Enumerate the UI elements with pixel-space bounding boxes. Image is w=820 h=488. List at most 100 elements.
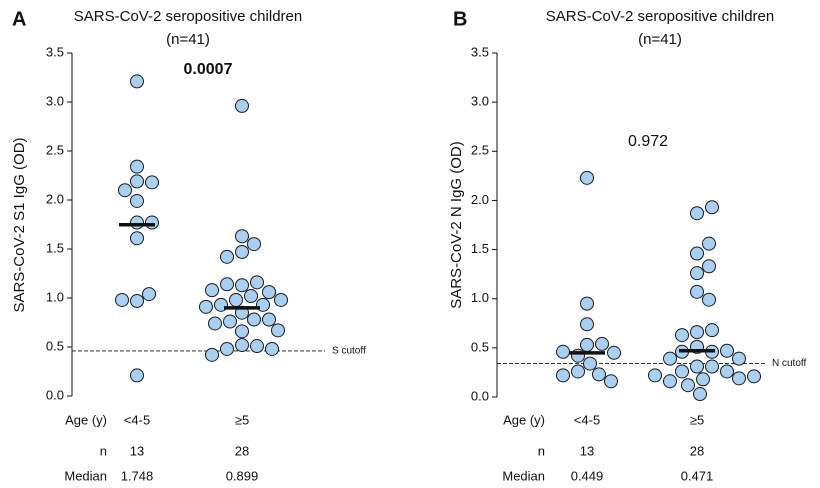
data-point — [130, 293, 144, 308]
data-point — [580, 337, 594, 352]
data-point — [592, 367, 606, 382]
data-point — [235, 338, 249, 353]
data-point — [130, 193, 144, 208]
data-point — [130, 159, 144, 174]
cutoff-label: N cutoff — [772, 358, 806, 369]
data-point — [205, 283, 219, 298]
y-tick-label: 2.5 — [46, 142, 64, 157]
data-point — [247, 312, 261, 327]
data-point — [690, 206, 704, 221]
n-value: 13 — [130, 443, 144, 458]
y-tick-label: 1.0 — [46, 289, 64, 304]
chart-subtitle: (n=41) — [638, 31, 682, 48]
data-point — [675, 328, 689, 343]
y-tick-label: 0.0 — [46, 387, 64, 402]
data-point — [235, 98, 249, 113]
cutoff-label: S cutoff — [332, 346, 366, 357]
data-point — [244, 289, 258, 304]
median-value: 0.471 — [681, 468, 714, 483]
data-point — [271, 323, 285, 338]
panel-letter: B — [453, 8, 467, 30]
data-point — [595, 336, 609, 351]
y-tick-label: 0.5 — [471, 339, 489, 354]
data-point — [607, 345, 621, 360]
data-point — [583, 356, 597, 371]
category-label: ≥5 — [235, 412, 249, 427]
category-label: <4-5 — [574, 412, 600, 427]
data-point — [648, 368, 662, 383]
chart-title: SARS-CoV-2 seropositive children — [74, 8, 302, 25]
data-point — [580, 170, 594, 185]
data-point — [205, 347, 219, 362]
p-value: 0.972 — [628, 133, 668, 150]
data-point — [130, 174, 144, 189]
y-tick-label: 3.5 — [471, 44, 489, 59]
data-point — [223, 314, 237, 329]
data-point — [235, 324, 249, 339]
data-point — [115, 292, 129, 307]
data-point — [556, 368, 570, 383]
n-value: 28 — [235, 443, 249, 458]
row-label: n — [100, 443, 107, 458]
category-label: ≥5 — [690, 412, 704, 427]
data-point — [247, 237, 261, 252]
data-point — [130, 215, 144, 230]
data-point — [130, 368, 144, 383]
row-label: Age (y) — [503, 412, 545, 427]
data-point — [675, 364, 689, 379]
data-point — [732, 371, 746, 386]
data-point — [747, 369, 761, 384]
p-value: 0.0007 — [184, 61, 233, 78]
n-value: 13 — [580, 443, 594, 458]
data-point — [702, 292, 716, 307]
row-label: Age (y) — [65, 412, 107, 427]
data-point — [690, 325, 704, 340]
data-point — [693, 387, 707, 402]
y-axis-label: SARS-CoV-2 N IgG (OD) — [448, 141, 465, 309]
data-point — [720, 364, 734, 379]
data-point — [145, 215, 159, 230]
data-point — [235, 244, 249, 259]
data-point — [229, 292, 243, 307]
data-point — [690, 246, 704, 261]
n-value: 28 — [690, 443, 704, 458]
category-label: <4-5 — [124, 412, 150, 427]
y-tick-label: 2.0 — [46, 191, 64, 206]
data-point — [580, 317, 594, 332]
data-point — [220, 341, 234, 356]
data-point — [663, 351, 677, 366]
data-point — [696, 372, 710, 387]
data-point — [145, 175, 159, 190]
row-label: Median — [502, 468, 545, 483]
data-point — [720, 343, 734, 358]
median-value: 0.899 — [226, 468, 259, 483]
data-point — [250, 275, 264, 290]
data-point — [130, 74, 144, 89]
data-point — [199, 299, 213, 314]
data-point — [705, 359, 719, 374]
data-point — [556, 344, 570, 359]
row-label: Median — [64, 468, 107, 483]
data-point — [690, 359, 704, 374]
data-point — [235, 278, 249, 293]
y-tick-label: 1.0 — [471, 290, 489, 305]
data-point — [663, 374, 677, 389]
data-point — [571, 364, 585, 379]
y-tick-label: 3.5 — [46, 44, 64, 59]
y-tick-label: 1.5 — [471, 241, 489, 256]
data-point — [118, 183, 132, 198]
y-tick-label: 2.0 — [471, 192, 489, 207]
data-point — [702, 236, 716, 251]
chart-subtitle: (n=41) — [166, 31, 210, 48]
chart-title: SARS-CoV-2 seropositive children — [546, 8, 774, 25]
y-axis-label: SARS-CoV-2 S1 IgG (OD) — [11, 137, 28, 312]
data-point — [705, 200, 719, 215]
data-point — [604, 374, 618, 389]
y-tick-label: 0.0 — [471, 388, 489, 403]
data-point — [220, 249, 234, 264]
panel-letter: A — [12, 8, 26, 30]
data-point — [732, 351, 746, 366]
data-point — [208, 316, 222, 331]
data-point — [705, 323, 719, 338]
